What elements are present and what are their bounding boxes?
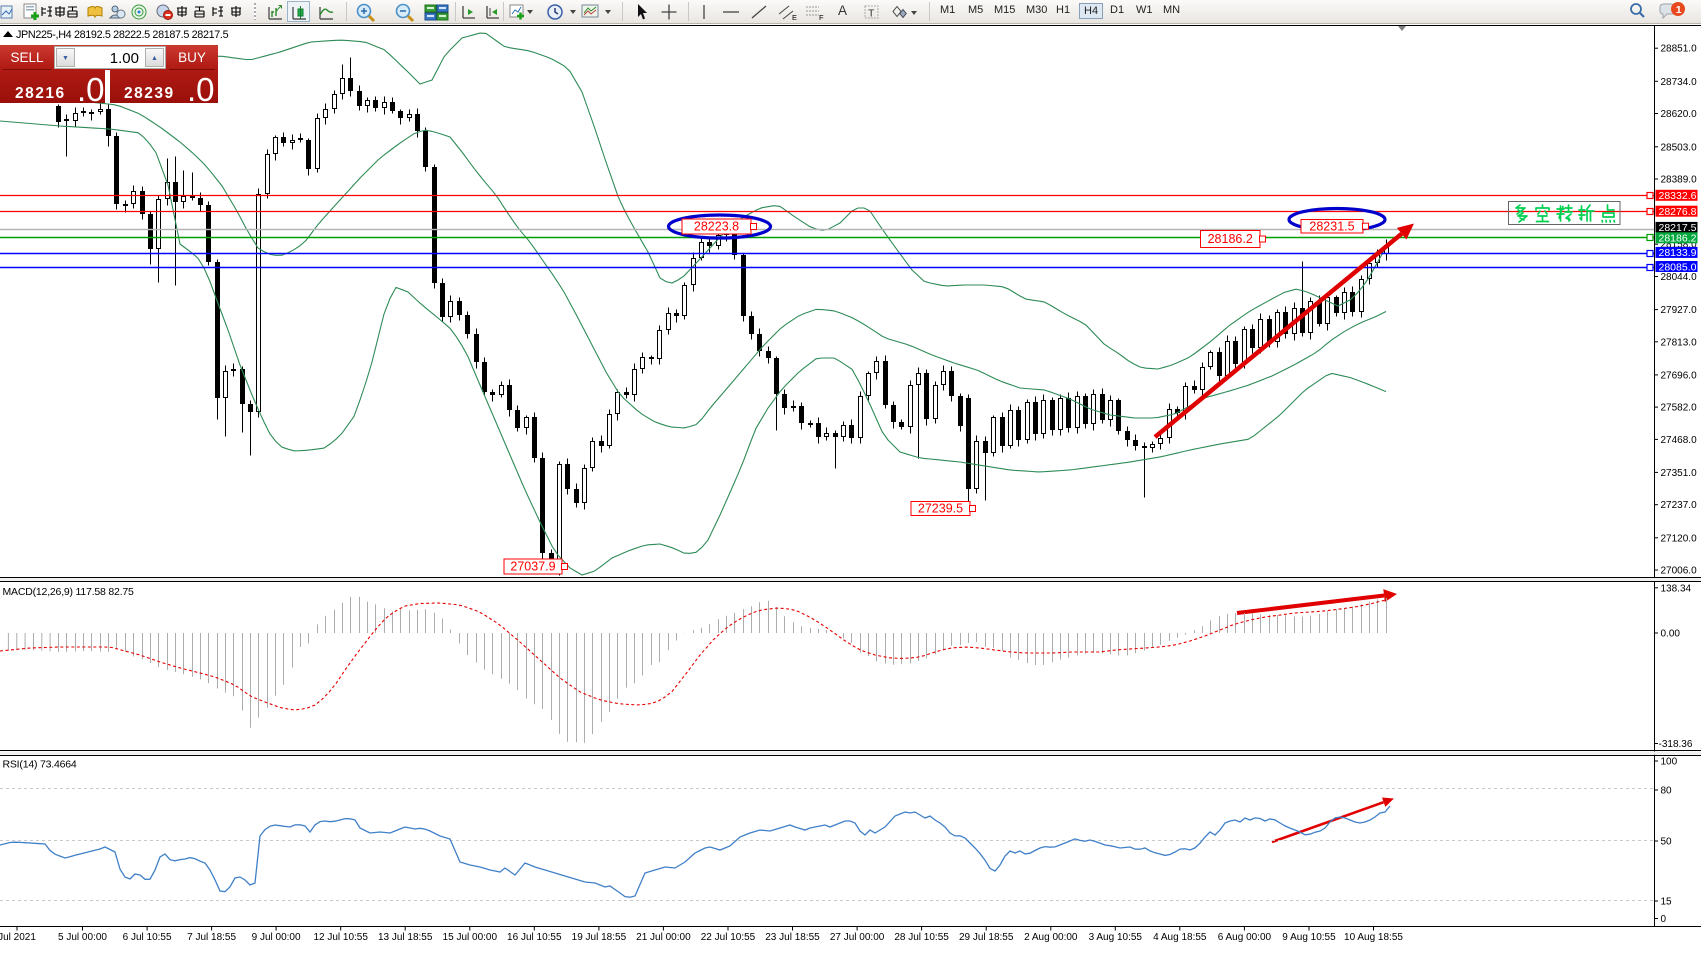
svg-text:27927.0: 27927.0	[1661, 305, 1698, 316]
svg-text:6 Aug 00:00: 6 Aug 00:00	[1218, 932, 1272, 943]
svg-text:12 Jul 10:55: 12 Jul 10:55	[313, 932, 368, 943]
svg-text:16 Jul 10:55: 16 Jul 10:55	[507, 932, 562, 943]
svg-text:Jul 2021: Jul 2021	[0, 932, 36, 943]
svg-text:27006.0: 27006.0	[1661, 566, 1698, 577]
svg-text:0: 0	[1661, 914, 1667, 925]
svg-text:27 Jul 00:00: 27 Jul 00:00	[830, 932, 885, 943]
svg-text:10 Aug 18:55: 10 Aug 18:55	[1344, 932, 1403, 943]
svg-text:2 Aug 00:00: 2 Aug 00:00	[1024, 932, 1078, 943]
svg-text:9 Jul 00:00: 9 Jul 00:00	[252, 932, 301, 943]
svg-text:50: 50	[1661, 837, 1673, 848]
svg-text:0.00: 0.00	[1661, 629, 1681, 640]
svg-text:19 Jul 18:55: 19 Jul 18:55	[572, 932, 627, 943]
svg-text:21 Jul 00:00: 21 Jul 00:00	[636, 932, 691, 943]
svg-text:28231.5: 28231.5	[1309, 219, 1354, 233]
svg-text:-318.36: -318.36	[1659, 739, 1693, 750]
svg-text:28085.0: 28085.0	[1659, 261, 1697, 273]
svg-text:23 Jul 18:55: 23 Jul 18:55	[765, 932, 820, 943]
svg-text:28158.0: 28158.0	[1661, 240, 1698, 251]
svg-text:1: 1	[1676, 4, 1682, 16]
svg-text:28389.0: 28389.0	[1661, 175, 1698, 186]
svg-text:100: 100	[1661, 757, 1678, 768]
svg-text:15 Jul 00:00: 15 Jul 00:00	[443, 932, 498, 943]
svg-text:80: 80	[1661, 786, 1673, 797]
svg-text:27237.0: 27237.0	[1661, 500, 1698, 511]
svg-text:JPN225-,H4 28192.5 28222.5 28: JPN225-,H4 28192.5 28222.5 28187.5 28217…	[16, 29, 229, 41]
svg-text:28044.0: 28044.0	[1661, 272, 1698, 283]
svg-text:27468.0: 27468.0	[1661, 435, 1698, 446]
svg-text:27120.0: 27120.0	[1661, 533, 1698, 544]
svg-text:28851.0: 28851.0	[1661, 44, 1698, 55]
svg-text:28620.0: 28620.0	[1661, 109, 1698, 120]
svg-text:27582.0: 27582.0	[1661, 403, 1698, 414]
svg-text:27239.5: 27239.5	[918, 502, 963, 516]
svg-text:28734.0: 28734.0	[1661, 77, 1698, 88]
svg-text:29 Jul 18:55: 29 Jul 18:55	[959, 932, 1014, 943]
svg-text:138.34: 138.34	[1661, 583, 1692, 594]
svg-text:28217.5: 28217.5	[1659, 222, 1697, 234]
svg-text:28503.0: 28503.0	[1661, 142, 1698, 153]
svg-text:28133.9: 28133.9	[1659, 247, 1697, 259]
svg-text:28332.6: 28332.6	[1659, 190, 1697, 202]
svg-text:3 Aug 10:55: 3 Aug 10:55	[1089, 932, 1143, 943]
svg-text:7 Jul 18:55: 7 Jul 18:55	[187, 932, 236, 943]
svg-text:28223.8: 28223.8	[694, 220, 739, 234]
svg-text:E: E	[792, 13, 797, 21]
svg-text:F: F	[819, 13, 824, 21]
svg-text:28276.8: 28276.8	[1659, 206, 1697, 218]
svg-text:4 Aug 18:55: 4 Aug 18:55	[1153, 932, 1207, 943]
svg-text:T: T	[868, 8, 875, 20]
svg-text:28186.2: 28186.2	[1659, 233, 1697, 245]
svg-text:27696.0: 27696.0	[1661, 370, 1698, 381]
svg-text:27037.9: 27037.9	[510, 560, 555, 574]
svg-text:28 Jul 10:55: 28 Jul 10:55	[894, 932, 949, 943]
svg-text:RSI(14) 73.4664: RSI(14) 73.4664	[3, 759, 77, 771]
svg-text:28186.2: 28186.2	[1208, 232, 1253, 246]
svg-text:MACD(12,26,9) 117.58 82.75: MACD(12,26,9) 117.58 82.75	[3, 586, 135, 598]
svg-text:22 Jul 10:55: 22 Jul 10:55	[701, 932, 756, 943]
svg-text:27813.0: 27813.0	[1661, 337, 1698, 348]
svg-text:9 Aug 10:55: 9 Aug 10:55	[1282, 932, 1336, 943]
svg-text:5 Jul 00:00: 5 Jul 00:00	[58, 932, 107, 943]
svg-text:6 Jul 10:55: 6 Jul 10:55	[123, 932, 172, 943]
svg-text:15: 15	[1661, 897, 1673, 908]
svg-text:27351.0: 27351.0	[1661, 468, 1698, 479]
svg-text:13 Jul 18:55: 13 Jul 18:55	[378, 932, 433, 943]
